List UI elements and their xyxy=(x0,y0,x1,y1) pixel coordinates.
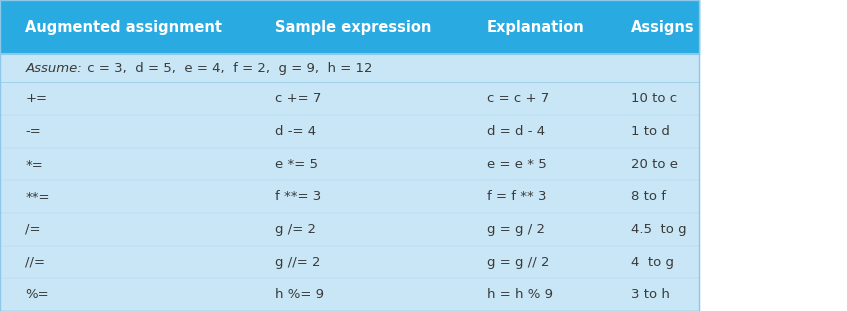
Text: %=: %= xyxy=(25,288,49,301)
Text: c = 3,  d = 5,  e = 4,  f = 2,  g = 9,  h = 12: c = 3, d = 5, e = 4, f = 2, g = 9, h = 1… xyxy=(83,62,373,75)
Text: 4.5  to g: 4.5 to g xyxy=(631,223,687,236)
Text: +=: += xyxy=(25,92,47,105)
Text: *=: *= xyxy=(25,158,43,170)
Text: c += 7: c += 7 xyxy=(275,92,322,105)
Text: 20 to e: 20 to e xyxy=(631,158,678,170)
Text: Augmented assignment: Augmented assignment xyxy=(25,20,223,35)
Text: Assume:: Assume: xyxy=(25,62,82,75)
Text: f = f ** 3: f = f ** 3 xyxy=(487,190,546,203)
Text: c = c + 7: c = c + 7 xyxy=(487,92,549,105)
Text: /=: /= xyxy=(25,223,41,236)
Text: f **= 3: f **= 3 xyxy=(275,190,322,203)
Bar xyxy=(0,0,699,54)
Text: h %= 9: h %= 9 xyxy=(275,288,324,301)
Text: 10 to c: 10 to c xyxy=(631,92,677,105)
Text: d -= 4: d -= 4 xyxy=(275,125,317,138)
Bar xyxy=(0,54,699,311)
Text: 4  to g: 4 to g xyxy=(631,256,674,268)
Text: -=: -= xyxy=(25,125,42,138)
Text: h = h % 9: h = h % 9 xyxy=(487,288,553,301)
Text: **=: **= xyxy=(25,190,50,203)
Text: g /= 2: g /= 2 xyxy=(275,223,316,236)
Text: g = g / 2: g = g / 2 xyxy=(487,223,545,236)
Bar xyxy=(0,0,699,311)
Text: 3 to h: 3 to h xyxy=(631,288,670,301)
Text: 8 to f: 8 to f xyxy=(631,190,666,203)
Text: g = g // 2: g = g // 2 xyxy=(487,256,550,268)
Text: e *= 5: e *= 5 xyxy=(275,158,318,170)
Text: e = e * 5: e = e * 5 xyxy=(487,158,547,170)
Text: Explanation: Explanation xyxy=(487,20,584,35)
Text: g //= 2: g //= 2 xyxy=(275,256,321,268)
Text: //=: //= xyxy=(25,256,46,268)
Text: 1 to d: 1 to d xyxy=(631,125,670,138)
Text: d = d - 4: d = d - 4 xyxy=(487,125,545,138)
Text: Sample expression: Sample expression xyxy=(275,20,432,35)
Text: Assigns: Assigns xyxy=(631,20,695,35)
